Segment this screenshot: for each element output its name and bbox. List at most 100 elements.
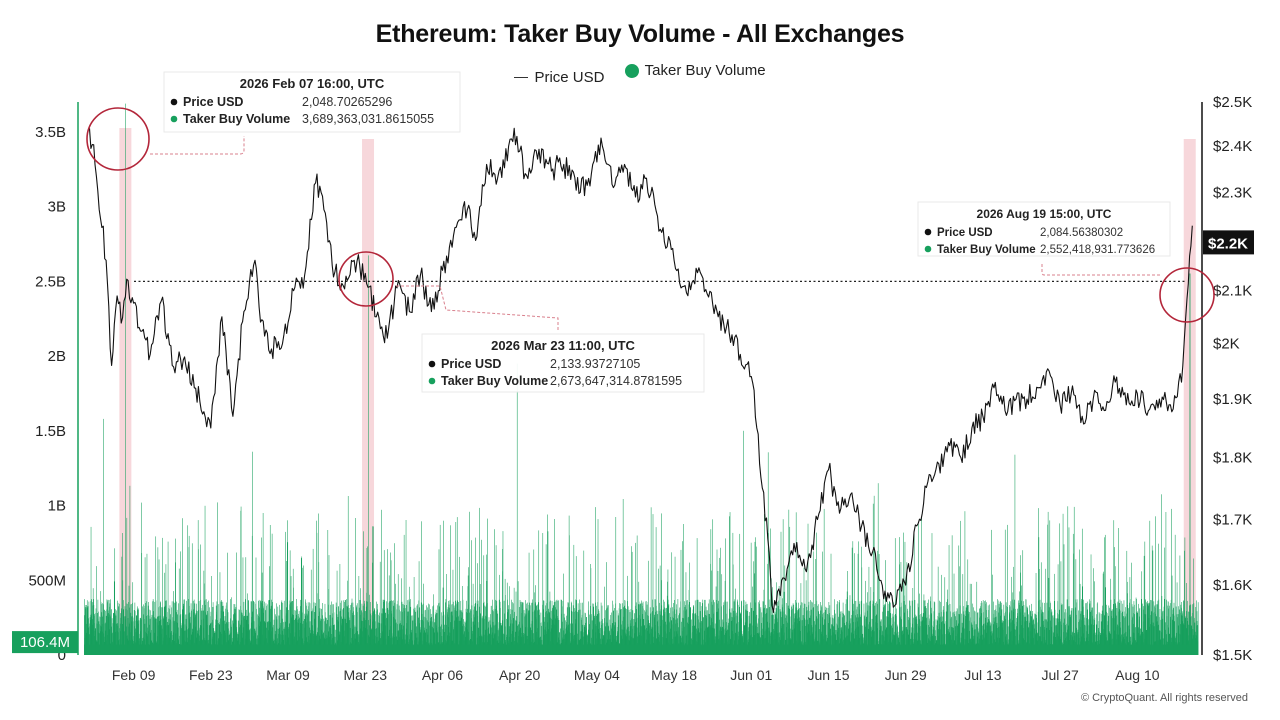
volume-bar: [126, 610, 128, 655]
volume-bar: [162, 607, 164, 655]
volume-bar: [612, 604, 614, 655]
tooltip-series-dot-icon: [924, 245, 932, 253]
volume-bar: [457, 620, 459, 655]
volume-bar: [204, 600, 205, 655]
volume-bar: [120, 617, 122, 655]
volume-bar: [689, 562, 690, 655]
volume-bar: [328, 555, 330, 655]
volume-bar: [369, 594, 370, 655]
volume-bar: [1022, 550, 1024, 655]
x-axis-tick-label: Apr 06: [422, 667, 463, 683]
left-axis-tick-label: 2.5B: [35, 273, 66, 290]
volume-bar: [1081, 599, 1082, 655]
volume-bar: [360, 600, 361, 655]
volume-bar: [684, 626, 685, 655]
volume-bar: [639, 604, 641, 655]
volume-bar: [563, 573, 564, 655]
volume-bar: [716, 549, 718, 655]
volume-bar: [153, 611, 154, 655]
volume-bar: [209, 607, 210, 655]
volume-bar: [649, 607, 651, 655]
tooltip-row-label: Taker Buy Volume: [441, 374, 548, 388]
volume-bar: [1164, 622, 1166, 655]
volume-bar: [890, 625, 892, 655]
volume-bar: [627, 606, 629, 655]
volume-bar: [920, 621, 922, 655]
volume-bar: [1176, 582, 1178, 655]
volume-bar: [842, 602, 844, 655]
volume-bar: [1113, 599, 1115, 655]
volume-bar: [1155, 604, 1157, 655]
volume-bar: [188, 535, 190, 655]
volume-bar: [113, 612, 114, 655]
volume-bar: [416, 605, 418, 655]
tooltip-row-value: 2,084.56380302: [1040, 227, 1123, 239]
volume-bar: [677, 599, 679, 655]
volume-bar: [337, 619, 338, 655]
volume-bar: [232, 620, 233, 655]
volume-bar: [624, 600, 626, 655]
volume-bar: [350, 605, 352, 655]
volume-bar: [717, 571, 719, 655]
volume-bar: [1041, 611, 1043, 655]
volume-bar: [1155, 516, 1156, 655]
volume-bar: [936, 620, 938, 655]
volume-bar: [702, 599, 704, 655]
volume-bar: [227, 612, 229, 655]
volume-bar: [563, 613, 565, 655]
volume-bar: [262, 513, 264, 655]
volume-bar: [643, 608, 644, 655]
right-axis-tick-label: $2.1K: [1213, 283, 1252, 300]
volume-bar: [150, 632, 151, 655]
volume-bar: [896, 624, 898, 655]
volume-bar: [138, 608, 139, 655]
left-axis-tick-label: 3.5B: [35, 124, 66, 141]
volume-bar: [721, 574, 723, 655]
volume-bar: [1112, 609, 1113, 655]
volume-bar: [1046, 602, 1048, 655]
volume-bar: [454, 620, 455, 655]
volume-bar: [988, 619, 990, 655]
volume-bar: [577, 633, 578, 655]
volume-bar: [303, 620, 304, 655]
volume-bar: [1017, 616, 1019, 655]
volume-bar: [221, 633, 223, 655]
volume-bar: [669, 632, 671, 655]
volume-bar: [1125, 607, 1126, 655]
volume-bar: [615, 517, 617, 655]
volume-bar: [445, 599, 447, 655]
volume-bar: [269, 525, 271, 655]
tooltip-row-value: 3,689,363,031.8615055: [302, 112, 434, 126]
volume-bar: [367, 601, 369, 655]
volume-bar: [591, 614, 592, 655]
volume-bar: [723, 602, 725, 655]
volume-bar: [193, 599, 195, 655]
legend-item-price[interactable]: Price USD: [514, 69, 604, 86]
volume-bar: [702, 603, 703, 655]
legend-item-volume[interactable]: Taker Buy Volume: [624, 62, 766, 79]
volume-bar: [252, 611, 253, 655]
volume-bar: [148, 602, 149, 655]
volume-bar: [575, 610, 577, 655]
volume-bar: [814, 604, 816, 655]
volume-bar: [751, 608, 753, 655]
volume-bar: [777, 601, 778, 655]
volume-bar: [1131, 562, 1132, 655]
volume-bar: [652, 514, 654, 655]
volume-bar: [1011, 576, 1012, 655]
volume-bar: [873, 495, 875, 655]
volume-bar: [284, 627, 285, 655]
volume-bar: [158, 616, 159, 655]
volume-bar: [674, 556, 676, 655]
volume-bar: [1150, 600, 1152, 655]
volume-bar: [769, 632, 771, 655]
volume-bar: [258, 616, 259, 655]
volume-bar: [785, 614, 786, 655]
volume-bar: [1110, 609, 1112, 655]
volume-bar: [1044, 619, 1046, 655]
volume-bar: [331, 601, 332, 655]
volume-bar: [873, 601, 874, 655]
volume-bar: [556, 599, 558, 655]
volume-bar: [216, 601, 218, 655]
volume-bar: [720, 547, 721, 655]
